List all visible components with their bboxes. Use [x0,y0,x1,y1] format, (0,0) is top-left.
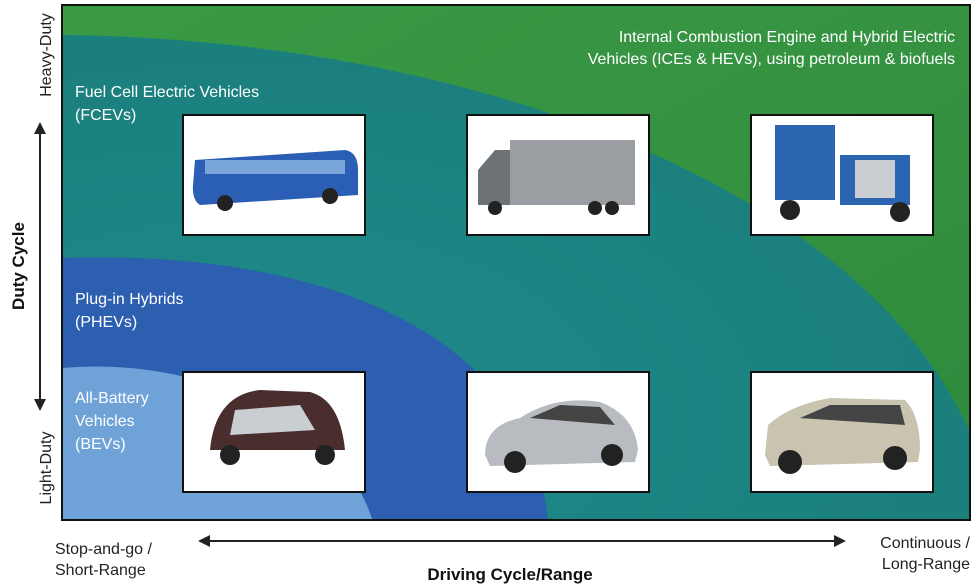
region-label: (FCEVs) [75,107,136,124]
axis-title: Driving Cycle/Range [427,565,592,584]
region-label: (PHEVs) [75,314,137,331]
axis-end-label: Heavy-Duty [38,13,55,97]
vehicle-semi [751,115,933,235]
axis-title: Duty Cycle [9,222,28,310]
region-label: Plug-in Hybrids [75,291,183,308]
region-label: (BEVs) [75,436,126,453]
axis-end-label: Light-Duty [38,432,55,505]
vehicle-suv [751,372,933,492]
axis-end-label: Stop-and-go / [55,541,153,558]
region-label: Fuel Cell Electric Vehicles [75,84,259,101]
region-label: Vehicles (ICEs & HEVs), using petroleum … [588,51,955,68]
y-axis: Heavy-Duty Light-Duty Duty Cycle [9,13,55,504]
axis-end-label: Long-Range [882,556,970,573]
vehicle-truck [467,115,649,235]
region-label: Vehicles [75,413,135,430]
diagram: Internal Combustion Engine and Hybrid El… [0,0,973,586]
axis-end-label: Short-Range [55,562,146,579]
axis-end-label: Continuous / [880,535,970,552]
vehicle-micro-car [183,372,365,492]
region-label: Internal Combustion Engine and Hybrid El… [619,29,955,46]
vehicle-sedan [467,372,649,492]
region-label: All-Battery [75,390,149,407]
x-axis: Stop-and-go / Short-Range Continuous / L… [55,535,971,584]
vehicle-bus [183,115,365,235]
